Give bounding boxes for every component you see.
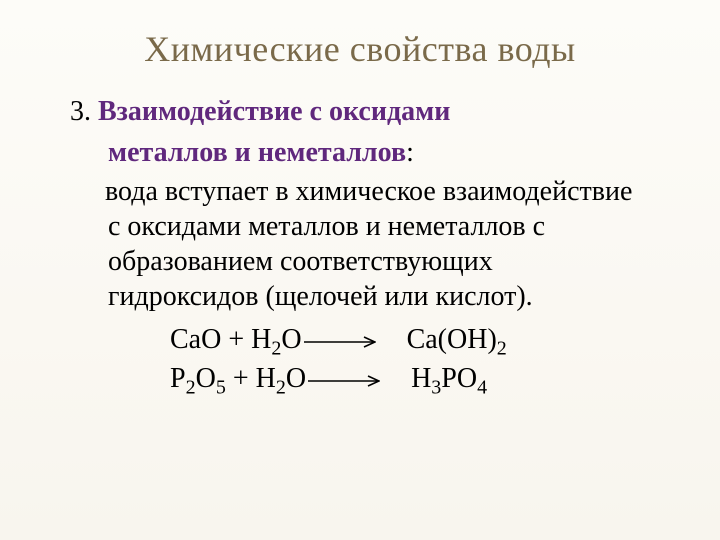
section-description: вода вступает в химическое взаимодействи… [70,174,650,314]
subscript: 4 [477,377,487,399]
subscript: 2 [497,338,507,360]
arrow-icon [308,374,380,388]
subscript: 3 [431,377,441,399]
equation-row: CaO + H2O Ca(OH)2 [70,320,650,359]
section-heading-part1: Взаимодействие с оксидами [98,96,450,127]
section-colon: : [406,137,414,168]
arrow-icon [304,335,376,349]
equation-row: P2O5 + H2O H3PO4 [70,359,650,398]
slide-title: Химические свойства воды [70,28,650,70]
equation-list: CaO + H2O Ca(OH)2P2O5 + H2O H3PO4 [70,320,650,398]
section-heading-line2: металлов и неметаллов: [70,135,650,170]
equation-rhs: H3PO4 [411,363,487,394]
subscript: 2 [186,377,196,399]
equation-lhs: CaO + H2O [170,324,302,355]
spacer [386,324,407,355]
equation-lhs: P2O5 + H2O [170,363,306,394]
subscript: 2 [271,338,281,360]
section-heading-line1: 3. Взаимодействие с оксидами [70,94,650,129]
subscript: 5 [216,377,226,399]
section-heading-part2: металлов и неметаллов [108,137,406,168]
subscript: 2 [276,377,286,399]
spacer [390,363,411,394]
equation-rhs: Ca(OH)2 [407,324,507,355]
section-number: 3. [70,96,91,127]
